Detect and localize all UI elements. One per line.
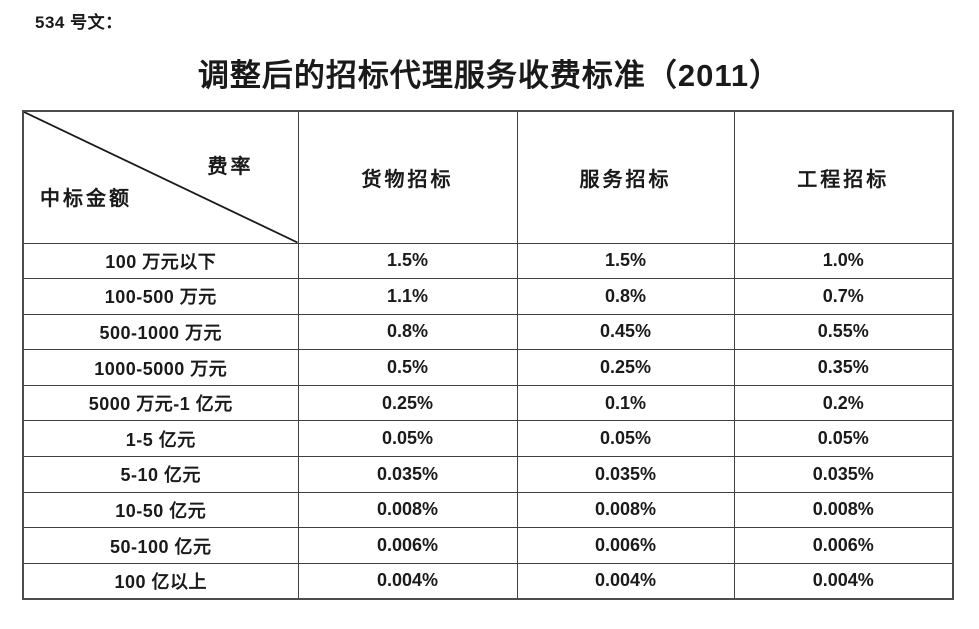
table-row: 1-5 亿元 0.05% 0.05% 0.05% [22,420,954,458]
engineering-rate-cell: 0.55% [733,313,954,351]
engineering-rate-cell: 0.2% [733,384,954,422]
table-row: 10-50 亿元 0.008% 0.008% 0.008% [22,491,954,529]
goods-rate-cell: 0.25% [297,384,518,422]
table-row: 5-10 亿元 0.035% 0.035% 0.035% [22,456,954,493]
goods-rate-cell: 1.5% [297,242,518,280]
amount-range-cell: 10-50 亿元 [22,491,299,529]
goods-rate-cell: 0.008% [297,491,518,529]
goods-rate-cell: 1.1% [297,278,518,315]
amount-range-cell: 100 万元以下 [22,242,299,280]
amount-range-cell: 500-1000 万元 [22,313,299,351]
service-rate-cell: 0.25% [516,349,735,386]
table-header-row: 费率 中标金额 货物招标 服务招标 工程招标 [22,110,954,244]
table-row: 100-500 万元 1.1% 0.8% 0.7% [22,278,954,315]
engineering-rate-cell: 1.0% [733,242,954,280]
amount-range-cell: 100 亿以上 [22,562,299,600]
service-rate-cell: 0.006% [516,527,735,564]
goods-rate-cell: 0.006% [297,527,518,564]
goods-rate-cell: 0.8% [297,313,518,351]
service-rate-cell: 1.5% [516,242,735,280]
goods-rate-cell: 0.004% [297,562,518,600]
engineering-rate-cell: 0.35% [733,349,954,386]
engineering-rate-cell: 0.05% [733,420,954,458]
service-rate-cell: 0.45% [516,313,735,351]
service-rate-cell: 0.1% [516,384,735,422]
goods-rate-cell: 0.05% [297,420,518,458]
fee-rate-table: 费率 中标金额 货物招标 服务招标 工程招标 100 万元以下 1.5% 1.5… [22,110,954,600]
service-rate-cell: 0.8% [516,278,735,315]
document-number-label: 534 号文： [35,13,123,32]
amount-range-cell: 1-5 亿元 [22,420,299,458]
column-header-engineering: 工程招标 [733,110,954,244]
service-rate-cell: 0.004% [516,562,735,600]
engineering-rate-cell: 0.008% [733,491,954,529]
table-row: 1000-5000 万元 0.5% 0.25% 0.35% [22,349,954,386]
amount-range-cell: 5000 万元-1 亿元 [22,384,299,422]
table-row: 500-1000 万元 0.8% 0.45% 0.55% [22,313,954,351]
corner-label-bid-amount: 中标金额 [40,188,132,210]
goods-rate-cell: 0.035% [297,456,518,493]
corner-label-fee-rate: 费率 [207,156,254,178]
column-header-goods: 货物招标 [297,110,518,244]
diagonal-divider-line [24,112,297,242]
engineering-rate-cell: 0.7% [733,278,954,315]
table-row: 100 亿以上 0.004% 0.004% 0.004% [22,562,954,600]
engineering-rate-cell: 0.035% [733,456,954,493]
service-rate-cell: 0.05% [516,420,735,458]
service-rate-cell: 0.035% [516,456,735,493]
diagonal-header-cell: 费率 中标金额 [22,110,299,244]
column-header-service: 服务招标 [516,110,735,244]
amount-range-cell: 5-10 亿元 [22,456,299,493]
table-row: 50-100 亿元 0.006% 0.006% 0.006% [22,527,954,564]
amount-range-cell: 50-100 亿元 [22,527,299,564]
page-title: 调整后的招标代理服务收费标准（2011） [197,58,782,93]
amount-range-cell: 100-500 万元 [22,278,299,315]
engineering-rate-cell: 0.006% [733,527,954,564]
table-row: 100 万元以下 1.5% 1.5% 1.0% [22,242,954,280]
table-row: 5000 万元-1 亿元 0.25% 0.1% 0.2% [22,384,954,422]
goods-rate-cell: 0.5% [297,349,518,386]
service-rate-cell: 0.008% [516,491,735,529]
amount-range-cell: 1000-5000 万元 [22,349,299,386]
engineering-rate-cell: 0.004% [733,562,954,600]
